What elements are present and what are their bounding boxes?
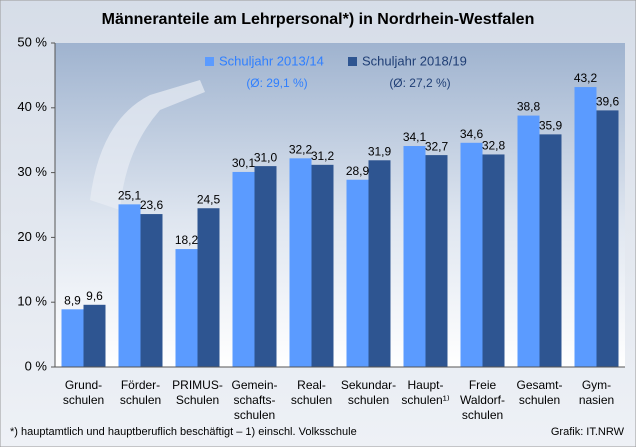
bar xyxy=(574,87,597,368)
legend-swatch xyxy=(348,57,357,66)
bar xyxy=(118,204,141,367)
bar xyxy=(197,208,220,367)
bar xyxy=(517,115,540,368)
value-label: 18,2 xyxy=(175,233,199,247)
value-label: 28,9 xyxy=(346,164,370,178)
hand-image xyxy=(90,80,205,210)
value-label: 32,8 xyxy=(482,139,506,153)
x-tick-label: Gym- xyxy=(582,378,611,392)
value-label: 43,2 xyxy=(574,71,598,85)
x-tick-label: Gesamt- xyxy=(516,378,562,392)
x-tick-label: schulen xyxy=(348,393,389,407)
bar xyxy=(460,142,483,367)
bar xyxy=(403,146,426,367)
value-label: 34,6 xyxy=(460,127,484,141)
x-tick-label: Real- xyxy=(297,378,326,392)
x-tick-label: Gemein- xyxy=(231,378,277,392)
value-label: 39,6 xyxy=(596,95,620,109)
value-label: 9,6 xyxy=(86,289,103,303)
bar xyxy=(175,249,198,367)
bar xyxy=(289,158,312,367)
y-tick-label: 50 % xyxy=(17,34,47,49)
x-tick-label: schulen xyxy=(234,408,275,422)
value-label: 25,1 xyxy=(118,189,142,203)
bar xyxy=(346,179,369,367)
x-tick-label: schulen xyxy=(120,393,161,407)
y-tick-label: 20 % xyxy=(17,229,47,244)
value-label: 31,9 xyxy=(368,144,392,158)
bar xyxy=(482,154,505,367)
bar xyxy=(596,110,619,367)
x-tick-label: Haupt- xyxy=(407,378,443,392)
x-tick-label: schulen xyxy=(291,393,332,407)
legend-label: Schuljahr 2013/14 xyxy=(219,53,324,68)
legend-note: (Ø: 29,1 %) xyxy=(246,76,307,90)
value-label: 35,9 xyxy=(539,119,563,133)
value-label: 30,1 xyxy=(232,156,256,170)
x-tick-label: Freie xyxy=(469,378,497,392)
x-tick-label: schulen xyxy=(63,393,104,407)
bar xyxy=(539,134,562,367)
bar xyxy=(140,214,163,367)
x-tick-label: nasien xyxy=(579,393,614,407)
value-label: 31,0 xyxy=(254,150,278,164)
value-label: 23,6 xyxy=(140,198,164,212)
value-label: 32,2 xyxy=(289,143,313,157)
x-tick-label: Schulen xyxy=(176,393,219,407)
value-label: 34,1 xyxy=(403,130,427,144)
x-tick-label: Waldorf- xyxy=(460,393,505,407)
legend-note: (Ø: 27,2 %) xyxy=(389,76,450,90)
value-label: 8,9 xyxy=(64,293,81,307)
bar xyxy=(311,164,334,367)
y-tick-label: 0 % xyxy=(25,358,48,373)
value-label: 38,8 xyxy=(517,100,541,114)
x-tick-label: Grund- xyxy=(65,378,102,392)
value-label: 32,7 xyxy=(425,139,449,153)
bar xyxy=(425,155,448,367)
x-tick-label: schulen¹⁾ xyxy=(401,393,449,407)
x-tick-label: schulen xyxy=(462,408,503,422)
bar xyxy=(254,166,277,367)
y-tick-label: 40 % xyxy=(17,99,47,114)
x-tick-label: Förder- xyxy=(121,378,160,392)
footnote: *) hauptamtlich und hauptberuflich besch… xyxy=(10,426,357,438)
y-tick-label: 30 % xyxy=(17,164,47,179)
source: Grafik: IT.NRW xyxy=(551,426,625,438)
bar xyxy=(83,304,106,367)
bar xyxy=(232,171,255,367)
value-label: 31,2 xyxy=(311,149,335,163)
legend-label: Schuljahr 2018/19 xyxy=(362,53,467,68)
legend-swatch xyxy=(205,57,214,66)
x-tick-label: schafts- xyxy=(233,393,275,407)
x-tick-label: schulen xyxy=(519,393,560,407)
y-tick-label: 10 % xyxy=(17,294,47,309)
bar xyxy=(368,160,391,367)
x-tick-label: PRIMUS- xyxy=(172,378,223,392)
x-tick-label: Sekundar- xyxy=(341,378,396,392)
chart-title: Männeranteile am Lehrpersonal*) in Nordr… xyxy=(102,11,535,28)
value-label: 24,5 xyxy=(197,192,221,206)
bar xyxy=(61,309,84,367)
